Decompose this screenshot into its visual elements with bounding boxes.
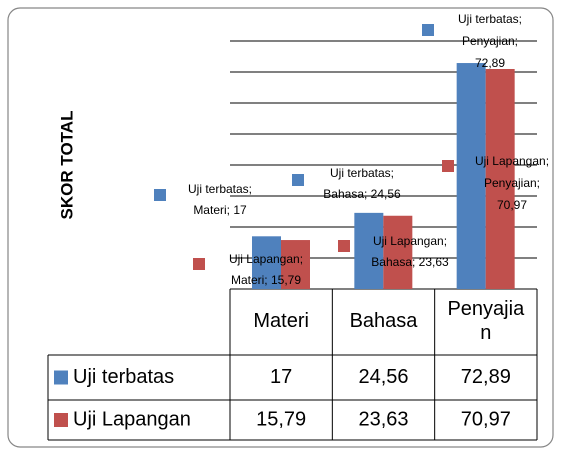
data-label-key — [442, 160, 454, 172]
bar — [383, 215, 413, 289]
bar — [456, 63, 486, 289]
data-label-line: Uji Lapangan; — [229, 252, 303, 266]
data-label-line: Bahasa; 24,56 — [323, 187, 401, 201]
bar — [485, 68, 515, 289]
x-tick-label-line: n — [480, 322, 491, 344]
x-tick-label: Bahasa — [350, 310, 419, 332]
data-label-line: Materi; 17 — [193, 203, 247, 217]
data-label-key — [422, 24, 434, 36]
legend-key — [54, 370, 68, 385]
table-value: 24,56 — [358, 366, 408, 388]
table-value: 15,79 — [256, 408, 306, 430]
x-tick-label-line: Bahasa — [350, 310, 419, 332]
data-label-line: Uji Lapangan; — [475, 154, 549, 168]
data-label: Uji terbatas; Bahasa; 24,56 — [323, 166, 401, 201]
table-value: 72,89 — [461, 366, 511, 388]
table-value: 70,97 — [461, 408, 511, 430]
bar — [354, 212, 384, 289]
legend-key — [54, 413, 68, 427]
data-label-key — [338, 240, 350, 252]
data-label-line: Materi; 15,79 — [231, 273, 301, 287]
table-value: 23,63 — [358, 408, 408, 430]
data-label: Uji Lapangan; Penyajian; 70,97 — [475, 154, 549, 212]
bar — [281, 240, 310, 289]
data-label: Uji terbatas; Penyajian; 72,89 — [458, 12, 522, 70]
data-label: Uji terbatas; Materi; 17 — [188, 182, 252, 217]
data-label-line: Uji Lapangan; — [373, 234, 447, 248]
x-tick-label: Materi — [253, 310, 309, 332]
x-tick-label-line: Penyajia — [447, 298, 525, 320]
axis-title: SKOR TOTAL — [57, 111, 76, 220]
data-label-line: Uji terbatas; — [330, 166, 394, 180]
bar — [252, 236, 281, 289]
table-value: 17 — [270, 366, 292, 388]
data-label-key — [193, 258, 205, 270]
data-label-line: Penyajian; — [462, 34, 518, 48]
data-label-line: Penyajian; — [484, 176, 540, 190]
data-label-line: 70,97 — [497, 198, 527, 212]
legend-label: Uji Lapangan — [73, 408, 191, 430]
data-label: Uji Lapangan; Materi; 15,79 — [229, 252, 303, 287]
data-label-line: Bahasa; 23,63 — [371, 255, 449, 269]
data-label-line: 72,89 — [475, 56, 505, 70]
data-label-key — [292, 174, 304, 186]
x-tick-label-line: Materi — [253, 310, 309, 332]
data-label: Uji Lapangan; Bahasa; 23,63 — [371, 234, 449, 269]
data-label-key — [154, 189, 166, 201]
data-label-line: Uji terbatas; — [458, 12, 522, 26]
legend-label: Uji terbatas — [73, 366, 174, 388]
x-tick-label: Penyajia n — [447, 298, 525, 344]
data-label-line: Uji terbatas; — [188, 182, 252, 196]
